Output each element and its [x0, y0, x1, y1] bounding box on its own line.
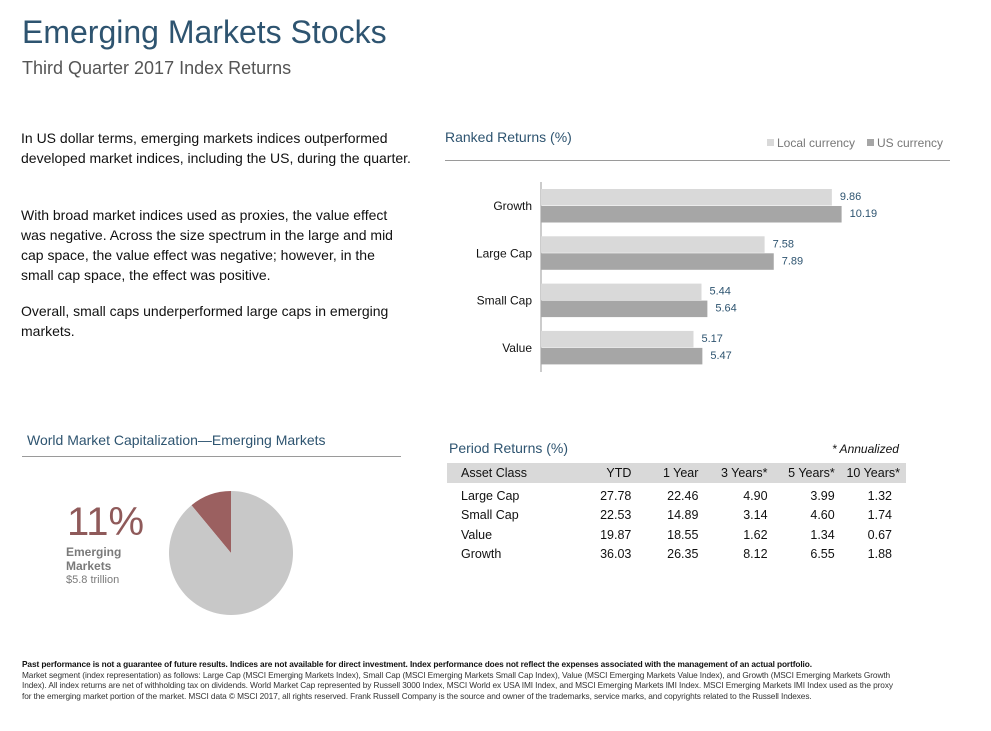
commentary-paragraph-1: In US dollar terms, emerging markets ind…	[21, 130, 411, 166]
annualized-note: * Annualized	[832, 442, 899, 456]
table-cell: 3.99	[810, 488, 835, 503]
table-cell: 1.62	[743, 527, 768, 542]
data-label: 5.64	[715, 303, 736, 315]
table-cell: 1.74	[867, 508, 892, 523]
legend-local-currency: Local currency	[767, 136, 855, 150]
table-row: Value 19.87 18.55 1.62 1.34 0.67	[447, 525, 906, 545]
table-cell: 18.55	[667, 527, 699, 542]
data-label: 7.89	[782, 255, 803, 267]
table-header-row: Asset Class YTD 1 Year 3 Years* 5 Years*…	[447, 463, 906, 483]
disclaimer-bold: Past performance is not a guarantee of f…	[22, 659, 812, 669]
bar-us	[541, 206, 842, 223]
bar-local	[541, 236, 765, 253]
bar-local	[541, 189, 832, 206]
legend-local-label: Local currency	[777, 136, 856, 150]
column-header-3-years: 3 Years*	[698, 463, 768, 483]
table-cell: Growth	[461, 547, 502, 562]
category-label: Growth	[493, 199, 532, 213]
table-cell: 22.53	[600, 508, 632, 523]
emerging-markets-value: $5.8 trillion	[66, 574, 120, 586]
legend-us-currency: US currency	[867, 136, 943, 150]
data-label: 5.17	[702, 333, 723, 345]
bar-us	[541, 300, 708, 318]
data-label: 10.19	[850, 208, 878, 220]
commentary-paragraph-3: Overall, small caps underperformed large…	[21, 303, 389, 339]
table-cell: 36.03	[600, 547, 632, 562]
category-label: Small Cap	[477, 294, 533, 308]
column-header-5-years: 5 Years*	[767, 463, 835, 483]
pie-slice-rest-of-world	[169, 491, 293, 615]
table-row: Large Cap 27.78 22.46 4.90 3.99 1.32	[447, 483, 906, 506]
table-row: Small Cap 22.53 14.89 3.14 4.60 1.74	[447, 506, 906, 526]
bar-us	[541, 347, 703, 365]
page-title: Emerging Markets Stocks	[22, 14, 387, 50]
table-cell: 14.89	[667, 508, 699, 523]
data-label: 7.58	[773, 238, 794, 250]
table-cell: 0.67	[867, 527, 892, 542]
data-label: 9.86	[840, 191, 861, 203]
table-cell: 4.60	[810, 508, 835, 523]
world-market-cap-divider	[22, 456, 401, 457]
column-header-1-year: 1 Year	[631, 463, 699, 483]
data-label: 5.44	[709, 286, 730, 298]
data-label: 5.47	[710, 350, 731, 362]
bar-us	[541, 253, 774, 270]
column-header-asset-class: Asset Class	[447, 463, 565, 483]
table-cell: 27.78	[600, 488, 632, 503]
table-cell: 22.46	[667, 488, 699, 503]
legend-us-swatch	[867, 139, 874, 147]
bar-local	[541, 283, 702, 301]
table-cell: Value	[461, 527, 493, 542]
ranked-returns-divider	[445, 160, 950, 161]
category-label: Value	[502, 341, 532, 355]
legend-local-swatch	[767, 139, 774, 147]
emerging-markets-percent: 11%	[67, 500, 145, 544]
table-cell: 3.14	[743, 508, 768, 523]
disclaimer-footer: Past performance is not a guarantee of f…	[22, 659, 902, 702]
world-market-cap-pie	[169, 491, 293, 615]
table-row: Growth 36.03 26.35 8.12 6.55 1.88	[447, 545, 906, 565]
table-cell: 1.88	[867, 547, 892, 562]
category-label: Large Cap	[476, 246, 532, 260]
table-cell: Large Cap	[461, 488, 520, 503]
table-cell: 6.55	[810, 547, 835, 562]
table-cell: 8.12	[743, 547, 768, 562]
pie-slice-emerging-markets	[191, 491, 231, 553]
period-returns-table: Asset Class YTD 1 Year 3 Years* 5 Years*…	[447, 463, 906, 564]
page-subtitle: Third Quarter 2017 Index Returns	[22, 58, 292, 78]
table-cell: 26.35	[667, 547, 699, 562]
world-market-cap-title: World Market Capitalization—Emerging Mar…	[27, 432, 326, 448]
table-cell: 1.34	[810, 527, 835, 542]
legend-us-label: US currency	[877, 136, 944, 150]
table-cell: Small Cap	[461, 508, 519, 523]
commentary-paragraph-2: With broad market indices used as proxie…	[21, 207, 393, 283]
emerging-markets-label: Emerging Markets	[66, 545, 122, 573]
bar-local	[541, 330, 694, 348]
column-header-10-years: 10 Years*	[834, 463, 906, 483]
table-cell: 19.87	[600, 527, 632, 542]
table-cell: 1.32	[867, 488, 892, 503]
table-cell: 4.90	[743, 488, 768, 503]
period-returns-title: Period Returns (%)	[449, 440, 569, 456]
ranked-returns-title: Ranked Returns (%)	[445, 129, 572, 145]
disclaimer-text: Market segment (index representation) as…	[22, 669, 893, 702]
ranked-returns-chart: Growth 9.86 10.19 Large Cap 7.58 7.89 Small Ca…	[476, 182, 878, 372]
column-header-ytd: YTD	[564, 463, 632, 483]
